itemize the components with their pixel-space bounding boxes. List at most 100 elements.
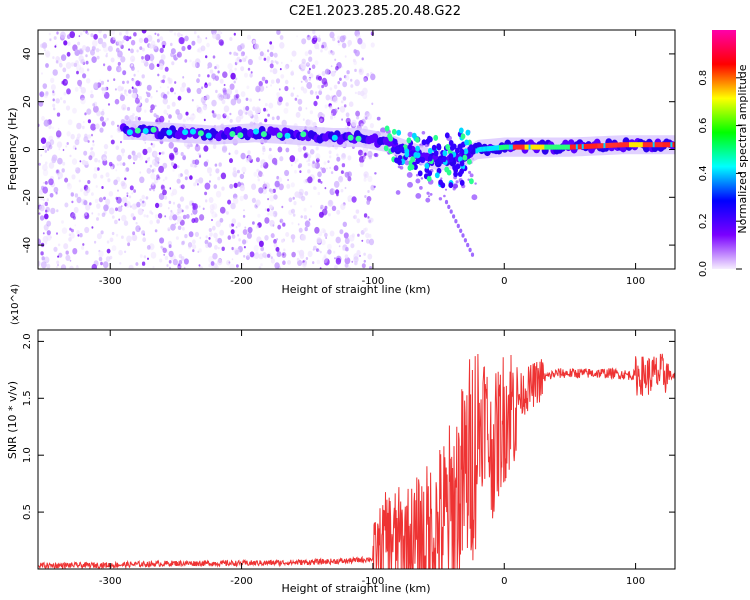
spectrogram-speckle: [367, 150, 373, 158]
spectrogram-speckle: [262, 53, 267, 58]
spectrogram-speckle: [299, 170, 302, 174]
spectrogram-speckle: [71, 158, 78, 165]
ridge-branch-dot: [421, 139, 427, 146]
spectrogram-speckle: [258, 98, 261, 101]
spectrogram-speckle: [230, 202, 236, 210]
spectrogram-speckle: [291, 221, 294, 225]
spectrogram-speckle: [102, 156, 107, 162]
spectrogram-speckle: [281, 119, 287, 127]
spectrogram-speckle: [184, 35, 189, 42]
spectrogram-speckle: [137, 116, 141, 121]
spectrogram-speckle: [206, 167, 213, 174]
ridge-band-segment: [506, 144, 510, 150]
spectrogram-speckle: [186, 205, 188, 209]
spectrogram-speckle: [71, 174, 76, 180]
spectrogram-speckle: [312, 30, 316, 35]
spectrogram-speckle: [258, 56, 262, 61]
spectrogram-speckle: [233, 182, 238, 189]
spectrogram-speckle: [63, 91, 67, 96]
spectrogram-speckle: [259, 51, 264, 57]
spectrogram-speckle: [330, 65, 333, 68]
spectrogram-speckle: [304, 51, 309, 57]
ridge-branch-dot: [415, 136, 420, 143]
spectrogram-speckle: [87, 140, 90, 143]
spectrogram-speckle: [91, 133, 93, 137]
spectrogram-speckle: [122, 39, 125, 44]
spectrogram-speckle: [115, 233, 119, 237]
spectrogram-speckle: [236, 98, 242, 104]
spectrogram-speckle: [82, 214, 85, 218]
spectrogram-speckle: [212, 144, 217, 150]
spectrogram-speckle: [101, 212, 106, 217]
spectrogram-speckle: [98, 30, 102, 34]
snr-x-axis-label: Height of straight line (km): [281, 582, 430, 595]
spectrogram-speckle: [156, 38, 160, 43]
spectrogram-speckle: [75, 167, 78, 171]
spectrogram-speckle: [132, 234, 138, 241]
spectrogram-speckle: [120, 56, 126, 63]
spectrogram-speckle: [217, 237, 223, 244]
spectrogram-speckle: [228, 152, 231, 156]
spectrogram-speckle: [293, 201, 297, 206]
spectrogram-speckle: [50, 77, 55, 84]
spectrogram-speckle: [268, 154, 273, 161]
spectrogram-speckle: [327, 249, 332, 255]
spectrogram-speckle: [269, 44, 275, 51]
spectrogram-speckle: [157, 157, 161, 162]
spectrogram-speckle: [264, 235, 269, 241]
spectrogram-speckle: [216, 113, 222, 120]
snr-x-tick-label: -200: [230, 576, 253, 587]
ridge-band-segment: [530, 144, 534, 150]
spectrogram-speckle: [147, 146, 152, 153]
ridge-band-segment: [613, 142, 616, 148]
spectrogram-speckle: [208, 180, 211, 183]
spectrogram-speckle: [63, 243, 69, 250]
spectrogram-speckle: [359, 68, 362, 73]
spectrogram-speckle: [56, 112, 61, 117]
ridge-branch-dot: [434, 172, 440, 179]
spectrogram-speckle: [86, 68, 90, 72]
ridge-tail-dot: [466, 242, 470, 248]
spectrogram-speckle: [49, 193, 54, 198]
spectrogram-speckle: [263, 107, 267, 112]
spectrogram-speckle: [320, 206, 323, 210]
spectrogram-speckle: [344, 237, 350, 245]
spectrogram-speckle: [220, 32, 223, 34]
spectrogram-x-tick-label: -300: [99, 276, 122, 287]
spectrogram-speckle: [43, 181, 45, 184]
spectrogram-speckle: [99, 79, 102, 82]
spectrogram-speckle: [303, 153, 308, 159]
spectrogram-x-tick-label: 100: [626, 276, 645, 287]
spectrogram-speckle: [42, 232, 45, 235]
spectrogram-speckle: [320, 167, 323, 170]
spectrogram-speckle: [365, 116, 368, 120]
spectrogram-speckle: [327, 243, 332, 250]
spectrogram-speckle: [347, 176, 352, 182]
spectrogram-speckle: [191, 202, 195, 206]
spectrogram-speckle: [247, 110, 253, 117]
snr-y-tick-label: 0.5: [22, 504, 33, 520]
spectrogram-x-tick-label: 0: [501, 276, 507, 287]
spectrogram-speckle: [131, 150, 136, 156]
spectrogram-speckle: [317, 37, 321, 43]
spectrogram-speckle: [245, 55, 248, 59]
spectrogram-speckle: [246, 252, 251, 257]
spectrogram-speckle: [278, 96, 283, 103]
spectrogram-speckle: [344, 262, 349, 268]
spectrogram-speckle: [170, 48, 176, 55]
spectrogram-speckle: [322, 256, 328, 264]
spectrogram-speckle: [203, 118, 206, 122]
spectrogram-speckle: [176, 221, 179, 225]
spectrogram-speckle: [162, 247, 167, 253]
spectrogram-speckle: [183, 154, 186, 158]
spectrogram-speckle: [148, 63, 155, 70]
spectrogram-speckle: [66, 183, 72, 190]
spectrogram-speckle: [333, 84, 338, 90]
spectrogram-speckle: [159, 237, 165, 244]
spectrogram-speckle: [111, 215, 115, 219]
spectrogram-speckle: [103, 91, 110, 99]
spectrogram-speckle: [57, 127, 60, 130]
spectrogram-speckle: [362, 87, 368, 95]
spectrogram-speckle: [87, 119, 91, 124]
spectrogram-speckle: [235, 77, 238, 81]
